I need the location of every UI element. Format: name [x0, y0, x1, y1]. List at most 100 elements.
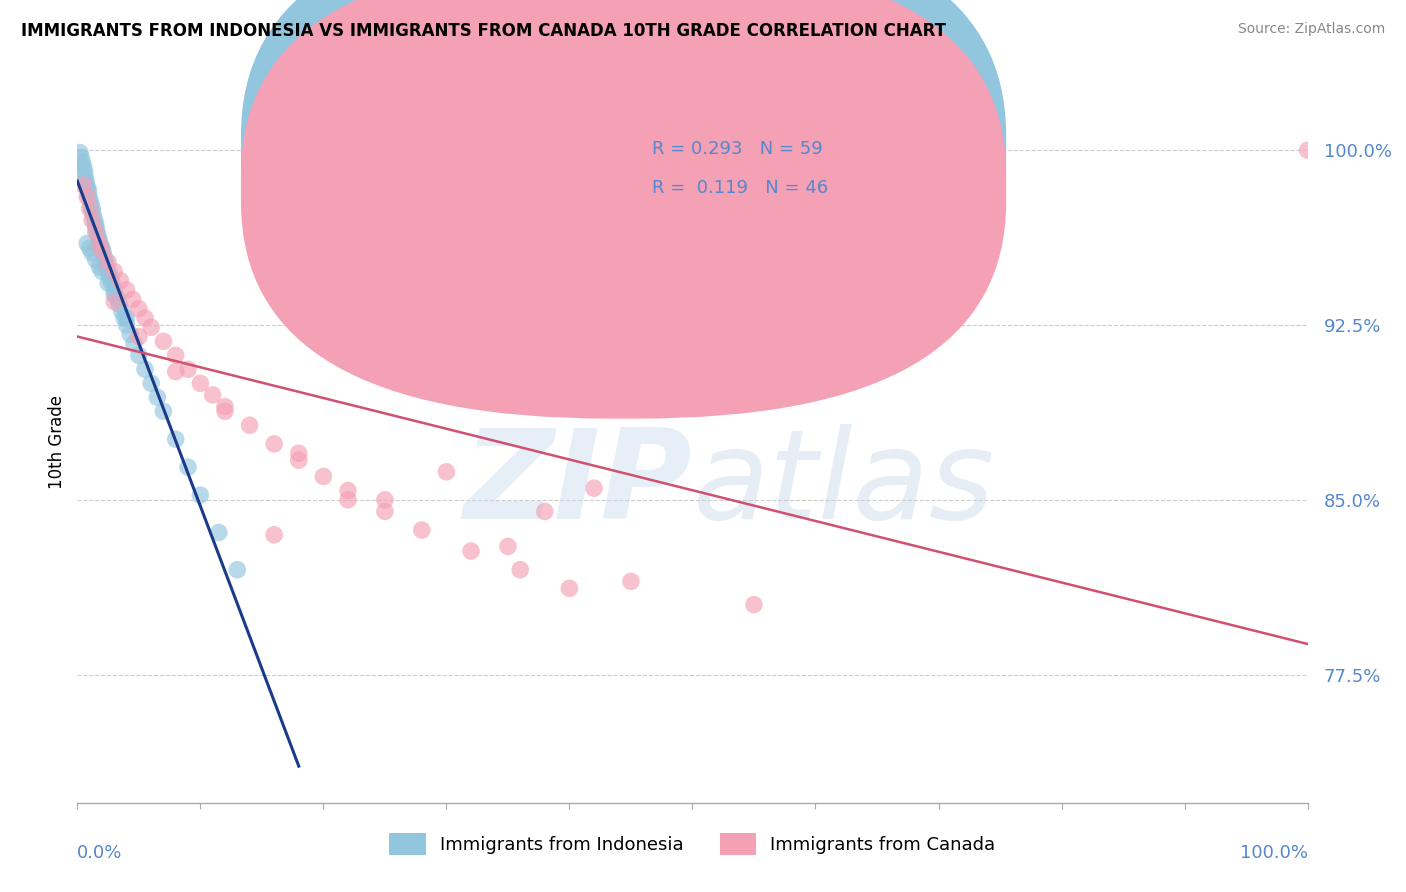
Point	[115, 318, 138, 332]
Point	[79, 202, 101, 216]
Point	[82, 202, 104, 216]
Point	[146, 390, 169, 404]
Point	[152, 334, 174, 349]
Point	[108, 297, 131, 311]
Point	[337, 483, 360, 498]
Point	[90, 244, 114, 258]
Point	[69, 145, 91, 160]
Point	[76, 236, 98, 251]
Point	[226, 563, 249, 577]
Point	[103, 287, 125, 301]
Point	[83, 213, 105, 227]
Point	[411, 523, 433, 537]
Point	[534, 504, 557, 518]
Point	[110, 274, 132, 288]
Point	[115, 311, 138, 326]
Point	[1296, 143, 1319, 157]
Point	[165, 365, 187, 379]
Point	[134, 362, 156, 376]
Point	[73, 169, 96, 183]
Text: atlas: atlas	[693, 425, 994, 545]
Point	[101, 276, 124, 290]
Point	[82, 213, 104, 227]
Point	[134, 311, 156, 326]
Point	[103, 283, 125, 297]
Point	[165, 432, 187, 446]
Point	[122, 336, 145, 351]
Text: R =  0.119   N = 46: R = 0.119 N = 46	[652, 179, 828, 197]
Point	[742, 598, 765, 612]
Point	[82, 203, 104, 218]
Point	[263, 437, 285, 451]
Point	[201, 388, 224, 402]
Point	[496, 540, 519, 554]
Point	[115, 283, 138, 297]
Point	[103, 264, 125, 278]
Text: 100.0%: 100.0%	[1240, 845, 1308, 863]
Y-axis label: 10th Grade: 10th Grade	[48, 394, 66, 489]
Point	[89, 236, 111, 251]
Point	[75, 176, 97, 190]
Point	[94, 255, 117, 269]
Point	[77, 183, 100, 197]
Point	[214, 400, 236, 414]
Point	[72, 178, 94, 193]
Point	[97, 255, 120, 269]
Point	[120, 327, 142, 342]
Point	[84, 252, 107, 267]
Point	[112, 311, 135, 326]
Point	[70, 154, 93, 169]
Point	[165, 348, 187, 362]
Point	[288, 453, 311, 467]
Point	[80, 196, 103, 211]
Point	[374, 504, 396, 518]
Legend: Immigrants from Indonesia, Immigrants from Canada: Immigrants from Indonesia, Immigrants fr…	[382, 826, 1002, 863]
Point	[128, 348, 150, 362]
Point	[460, 544, 482, 558]
Point	[100, 271, 122, 285]
Point	[87, 229, 110, 244]
Point	[141, 376, 163, 391]
Point	[374, 492, 396, 507]
Point	[97, 276, 120, 290]
Point	[90, 241, 114, 255]
Point	[98, 267, 121, 281]
Point	[111, 304, 132, 318]
Point	[76, 180, 98, 194]
Text: R = 0.293   N = 59: R = 0.293 N = 59	[652, 140, 823, 158]
Point	[239, 418, 262, 433]
Point	[75, 173, 97, 187]
Point	[288, 446, 311, 460]
Point	[84, 225, 107, 239]
Point	[558, 582, 581, 596]
Point	[208, 525, 231, 540]
Point	[141, 320, 163, 334]
Point	[177, 362, 200, 376]
Point	[79, 192, 101, 206]
Point	[73, 164, 96, 178]
Point	[86, 225, 108, 239]
Point	[72, 160, 94, 174]
Point	[337, 492, 360, 507]
Point	[128, 301, 150, 316]
Point	[121, 293, 143, 307]
Point	[583, 481, 606, 495]
Point	[214, 404, 236, 418]
Point	[152, 404, 174, 418]
FancyBboxPatch shape	[595, 117, 865, 207]
Point	[97, 264, 120, 278]
Point	[89, 260, 111, 274]
Point	[82, 209, 104, 223]
Point	[84, 220, 107, 235]
Point	[263, 528, 285, 542]
Point	[96, 260, 118, 274]
FancyBboxPatch shape	[240, 0, 1007, 380]
Point	[509, 563, 531, 577]
Point	[103, 294, 125, 309]
Point	[79, 241, 101, 255]
Point	[177, 460, 200, 475]
Text: ZIP: ZIP	[464, 425, 693, 545]
Point	[620, 574, 643, 589]
Point	[312, 469, 335, 483]
Point	[93, 251, 115, 265]
